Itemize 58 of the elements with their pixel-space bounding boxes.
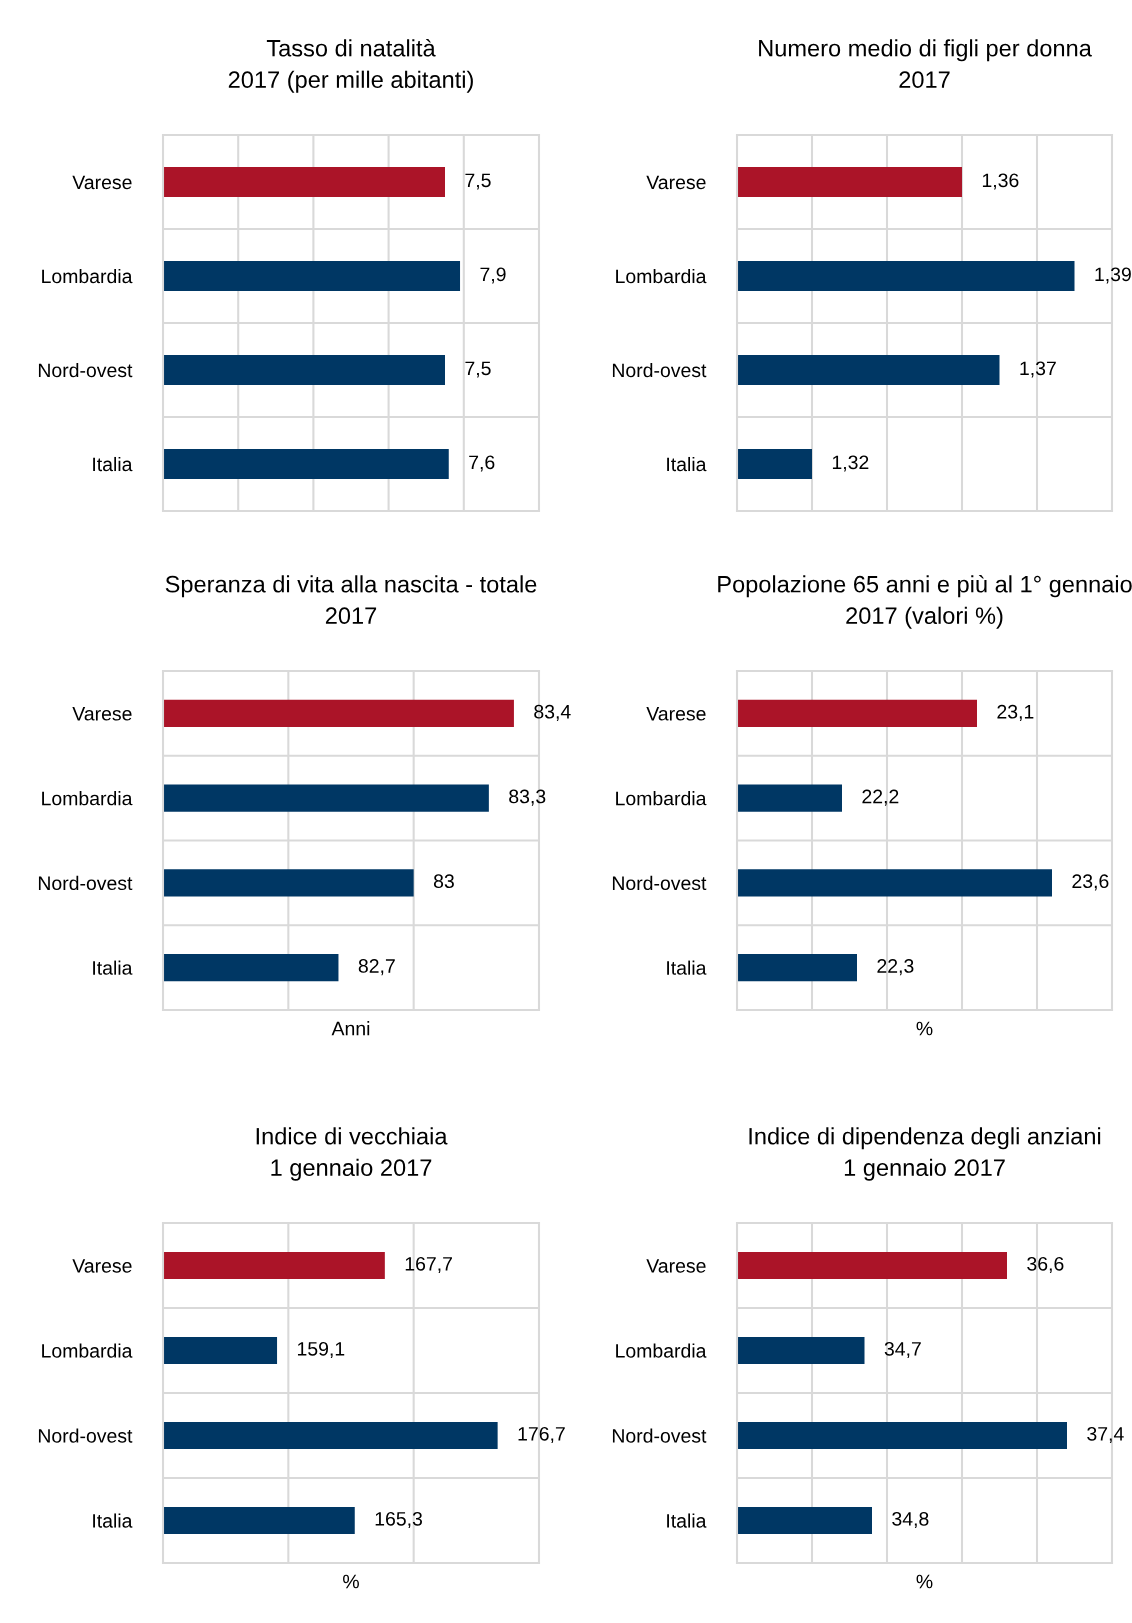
data-label: 23,1 bbox=[997, 704, 1034, 721]
data-label: 167,7 bbox=[405, 1256, 452, 1274]
data-label: 165,3 bbox=[375, 1511, 423, 1529]
y-tick-label: Italia bbox=[93, 1513, 133, 1528]
y-tick-label: Lombardia bbox=[616, 791, 707, 806]
y-tick-label: Nord-ovest bbox=[612, 362, 707, 378]
data-label: 7,5 bbox=[465, 361, 491, 378]
y-tick-label: Varese bbox=[646, 175, 706, 190]
data-label: 83,3 bbox=[509, 789, 546, 806]
y-tick-label: Italia bbox=[667, 960, 707, 975]
chart-title: Indice di dipendenza degli anziani 1 gennaio 2017 bbox=[749, 1127, 1101, 1181]
x-axis-title: % bbox=[916, 1574, 933, 1589]
data-label: 7,9 bbox=[480, 267, 506, 284]
y-tick-label: Nord-ovest bbox=[612, 875, 707, 891]
y-tick-label: Nord-ovest bbox=[38, 875, 133, 891]
x-axis-title: Anni bbox=[331, 1021, 370, 1036]
y-tick-label: Nord-ovest bbox=[38, 1428, 133, 1443]
data-label: 1,36 bbox=[982, 173, 1019, 190]
y-tick-label: Varese bbox=[72, 1259, 132, 1273]
chart-title: Speranza di vita alla nascita - totale 2017 bbox=[165, 575, 537, 625]
y-tick-label: Italia bbox=[667, 1513, 707, 1528]
data-label: 83 bbox=[433, 874, 454, 889]
y-tick-label: Nord-ovest bbox=[38, 362, 133, 378]
y-tick-label: Lombardia bbox=[616, 1343, 707, 1358]
data-label: 7,6 bbox=[469, 455, 495, 472]
data-label: 22,3 bbox=[877, 959, 914, 976]
data-label: 34,7 bbox=[884, 1341, 921, 1359]
x-axis-title: % bbox=[916, 1021, 933, 1036]
data-label: 82,7 bbox=[358, 959, 395, 976]
y-tick-label: Lombardia bbox=[42, 268, 133, 284]
chart-title: Indice di vecchiaia 1 gennaio 2017 bbox=[256, 1127, 448, 1181]
chart-title: Numero medio di figli per donna 2017 bbox=[759, 39, 1092, 89]
chart-title: Tasso di natalità 2017 (per mille abitanti) bbox=[228, 38, 473, 93]
y-tick-label: Varese bbox=[72, 707, 132, 721]
data-label: 83,4 bbox=[534, 704, 571, 721]
data-label: 23,6 bbox=[1072, 874, 1109, 891]
y-tick-label: Varese bbox=[646, 1259, 706, 1273]
y-tick-label: Lombardia bbox=[616, 268, 707, 284]
data-label: 37,4 bbox=[1087, 1426, 1124, 1444]
data-label: 1,39 bbox=[1095, 267, 1131, 284]
data-label: 22,2 bbox=[862, 789, 899, 806]
data-label: 176,7 bbox=[518, 1426, 565, 1444]
y-tick-label: Italia bbox=[667, 456, 707, 472]
y-tick-label: Varese bbox=[646, 707, 706, 721]
chart-title: Popolazione 65 anni e più al 1° gennaio 2017 (valori %) bbox=[718, 574, 1132, 629]
y-tick-label: Nord-ovest bbox=[612, 1428, 707, 1443]
y-tick-label: Lombardia bbox=[42, 791, 133, 806]
y-tick-label: Varese bbox=[72, 175, 132, 190]
y-tick-label: Italia bbox=[93, 456, 133, 472]
x-axis-title: % bbox=[343, 1574, 359, 1589]
data-label: 34,8 bbox=[892, 1511, 929, 1529]
data-label: 7,5 bbox=[465, 173, 491, 190]
y-tick-label: Italia bbox=[93, 960, 133, 975]
data-label: 1,32 bbox=[832, 455, 869, 472]
y-tick-label: Lombardia bbox=[42, 1343, 133, 1358]
data-label: 1,37 bbox=[1020, 361, 1056, 378]
data-label: 36,6 bbox=[1027, 1256, 1064, 1274]
data-label: 159,1 bbox=[297, 1341, 345, 1359]
